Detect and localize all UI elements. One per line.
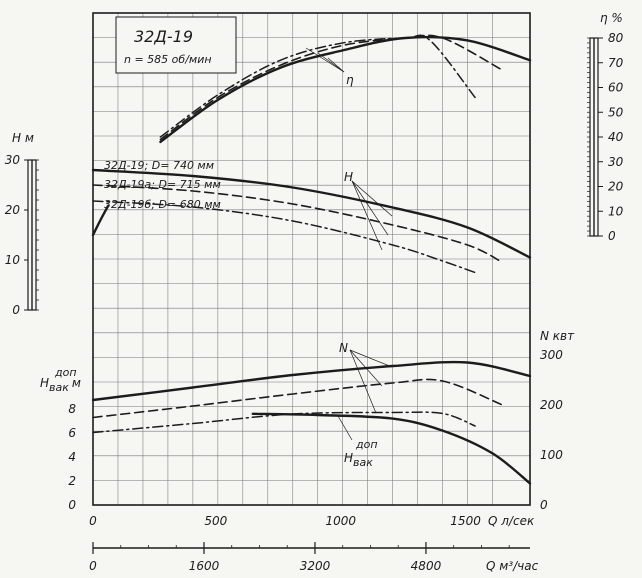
n-curve-dashed [92, 378, 504, 419]
hvac-tick-label: 2 [68, 474, 76, 488]
curves [91, 34, 532, 485]
n-curve-solid [91, 360, 532, 402]
eta-tick-label: 50 [608, 105, 624, 119]
eta-tick-label: 80 [608, 31, 624, 45]
hvac-curve-sup: доп [355, 438, 378, 451]
n-tick-label: 300 [540, 348, 563, 362]
h-curve-solid [91, 204, 110, 237]
chart-subtitle: n = 585 об/мин [124, 53, 212, 66]
h-axis-label: H м [12, 131, 34, 145]
eta-axis-label: η % [600, 11, 623, 25]
h-curve-label: H [344, 170, 353, 184]
h-tick-label: 30 [5, 153, 21, 167]
hvac-label-unit: м [72, 376, 81, 390]
h-tick-label: 10 [5, 253, 21, 267]
h-leader-3 [351, 180, 383, 251]
h-leader-2 [351, 180, 389, 236]
eta-leader-1 [305, 47, 345, 73]
hvac-axis-label: Hвак м [40, 376, 81, 394]
chart-title: 32Д-19 [134, 27, 193, 46]
hvac-curve-label: Hвак [344, 451, 373, 469]
impeller-label-2: 32Д-19а; D= 715 мм [104, 178, 221, 191]
x-tick-label: 1500 [450, 514, 481, 528]
n-curve-label: N [339, 341, 348, 355]
hvac-tick-label: 8 [68, 402, 76, 416]
hvac-tick-label: 0 [68, 498, 76, 512]
eta-axis-ticks: 0 10 20 30 40 50 60 70 80 [587, 31, 624, 243]
eta-curve-dashdot [159, 34, 476, 138]
x2-tick-label: 3200 [300, 559, 331, 573]
n-leader-1 [349, 349, 393, 368]
h-curve-dashed [92, 184, 504, 264]
h-curve-dashdot [92, 200, 476, 274]
eta-tick-label: 70 [608, 56, 624, 70]
eta-tick-label: 40 [608, 130, 624, 144]
x2-axis-ticks: 0 1600 3200 4800 [89, 542, 510, 573]
n-axis-ticks: 0 100 200 300 [540, 348, 563, 512]
hvac-label-main: H [40, 376, 49, 390]
h-tick-label: 20 [5, 203, 21, 217]
h-tick-label: 0 [12, 303, 20, 317]
x2-tick-label: 0 [89, 559, 97, 573]
eta-tick-label: 60 [608, 81, 624, 95]
eta-tick-label: 20 [608, 180, 624, 194]
n-axis-label: N квт [540, 329, 575, 343]
hvac-curve-sub: вак [353, 456, 373, 469]
x2-tick-label: 4800 [411, 559, 442, 573]
hvac-curve-solid [251, 412, 532, 485]
x-tick-label: 500 [204, 514, 227, 528]
eta-leader-3 [327, 57, 345, 73]
title-box [115, 16, 237, 74]
x-axis-ticks: 0 500 1000 1500 [89, 514, 481, 528]
x-tick-label: 0 [89, 514, 97, 528]
n-curve-dashdot [92, 411, 476, 434]
eta-tick-label: 10 [608, 204, 624, 218]
impeller-label-1: 32Д-19; D= 740 мм [104, 159, 214, 172]
hvac-label-sup: доп [54, 366, 77, 379]
h-leader-1 [351, 180, 393, 217]
plot-frame [92, 12, 531, 506]
hvac-axis-ticks: 0 2 4 6 8 [68, 402, 76, 512]
x2-tick-label: 1600 [189, 559, 220, 573]
x-tick-label: 1000 [325, 514, 356, 528]
hvac-tick-label: 4 [68, 450, 76, 464]
impeller-label-3: 32Д-19б; D= 680 мм [104, 198, 221, 211]
eta-leader-2 [317, 52, 345, 73]
eta-tick-label: 30 [608, 155, 624, 169]
n-tick-label: 0 [540, 498, 548, 512]
hvac-label-sub: вак [49, 381, 69, 394]
eta-curve-label: η [346, 73, 354, 87]
grid [93, 13, 530, 505]
eta-curve-solid [159, 35, 532, 144]
hvac-leader [337, 415, 353, 441]
x-axis-label: Q л/сек [488, 514, 535, 528]
h-curve-solid [91, 168, 532, 259]
h-axis-ticks: 0 10 20 30 [5, 153, 39, 317]
n-leader-2 [349, 349, 383, 387]
n-leader-3 [349, 349, 377, 414]
n-tick-label: 100 [540, 448, 563, 462]
eta-curve-dashed [159, 34, 504, 141]
hvac-tick-label: 6 [68, 426, 76, 440]
x2-axis-label: Q м³/час [486, 559, 539, 573]
n-tick-label: 200 [540, 398, 563, 412]
hvac-curve-main: H [344, 451, 353, 465]
eta-tick-label: 0 [608, 229, 616, 243]
